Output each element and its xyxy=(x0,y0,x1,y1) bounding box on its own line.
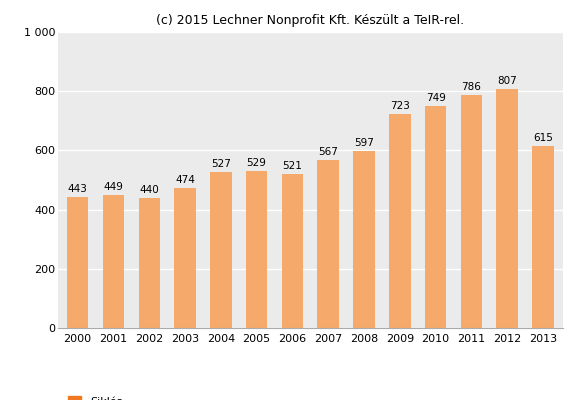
Text: 723: 723 xyxy=(390,101,409,111)
Bar xyxy=(246,172,267,328)
Bar xyxy=(532,146,554,328)
Text: 521: 521 xyxy=(282,161,302,171)
Text: 597: 597 xyxy=(354,138,374,148)
Text: 443: 443 xyxy=(68,184,88,194)
Bar xyxy=(67,197,88,328)
Bar xyxy=(210,172,231,328)
Bar xyxy=(175,188,196,328)
Text: 749: 749 xyxy=(426,93,445,103)
Text: 527: 527 xyxy=(211,159,231,169)
Text: 440: 440 xyxy=(139,185,159,195)
Bar xyxy=(103,195,124,328)
Bar xyxy=(139,198,160,328)
Bar xyxy=(282,174,303,328)
Title: (c) 2015 Lechner Nonprofit Kft. Készült a TeIR-rel.: (c) 2015 Lechner Nonprofit Kft. Készült … xyxy=(156,14,465,27)
Text: 474: 474 xyxy=(175,175,195,185)
Text: 529: 529 xyxy=(246,158,267,168)
Bar xyxy=(461,95,482,328)
Bar xyxy=(389,114,411,328)
Bar xyxy=(317,160,339,328)
Legend: Siklós: Siklós xyxy=(64,392,127,400)
Text: 615: 615 xyxy=(533,133,553,143)
Text: 567: 567 xyxy=(318,147,338,157)
Text: 807: 807 xyxy=(497,76,517,86)
Text: 449: 449 xyxy=(104,182,124,192)
Bar xyxy=(425,106,446,328)
Bar xyxy=(496,89,518,328)
Bar xyxy=(353,151,375,328)
Text: 786: 786 xyxy=(462,82,481,92)
